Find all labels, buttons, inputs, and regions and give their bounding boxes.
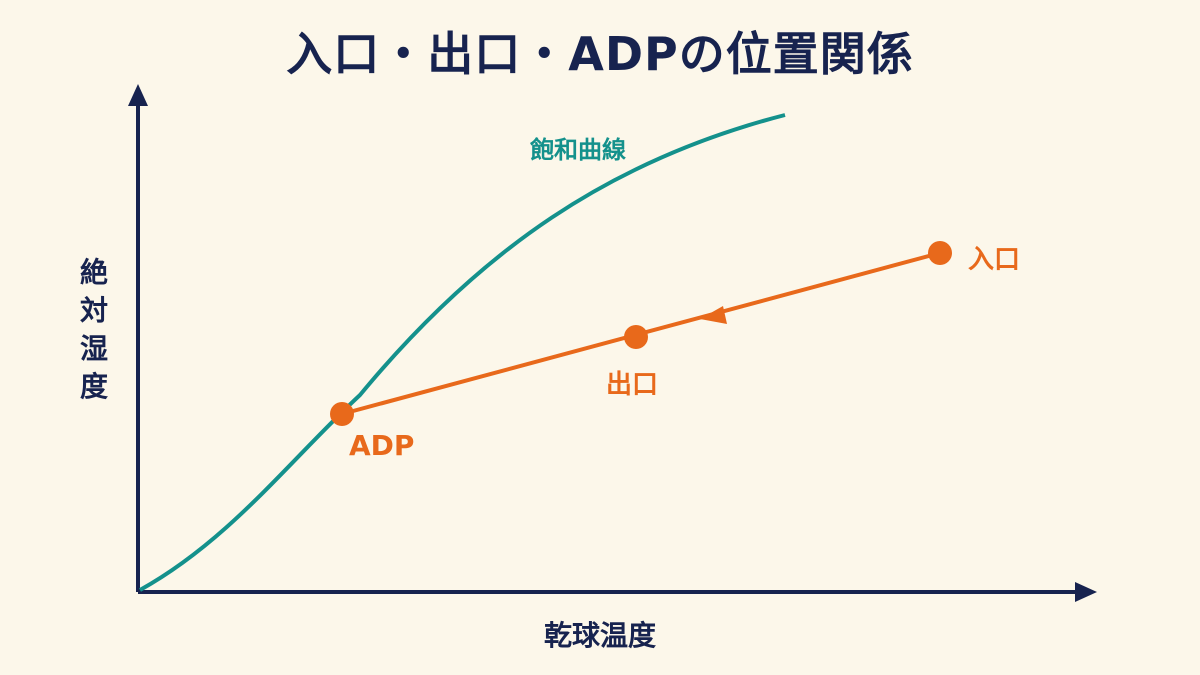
inlet-point (928, 241, 952, 265)
y-axis-label-char: 湿 (80, 332, 108, 365)
outlet-label: 出口 (606, 370, 658, 400)
saturation-curve (139, 113, 786, 592)
y-axis-label-char: 度 (80, 370, 108, 403)
adp-point (330, 402, 354, 426)
adp-label: ADP (349, 429, 414, 462)
y-axis-label-char: 対 (80, 294, 108, 327)
diagram-title: 入口・出口・ADPの位置関係 (286, 27, 914, 81)
outlet-point (624, 325, 648, 349)
y-axis-label: 絶対湿度 (80, 256, 108, 403)
y-axis-label-char: 絶 (80, 256, 108, 289)
saturation-curve-label: 飽和曲線 (529, 136, 626, 164)
x-axis-label: 乾球温度 (544, 619, 656, 652)
x-axis-arrowhead (1075, 582, 1097, 602)
y-axis-arrowhead (128, 84, 148, 106)
flow-direction-arrow (700, 306, 727, 324)
inlet-label: 入口 (968, 245, 1020, 275)
